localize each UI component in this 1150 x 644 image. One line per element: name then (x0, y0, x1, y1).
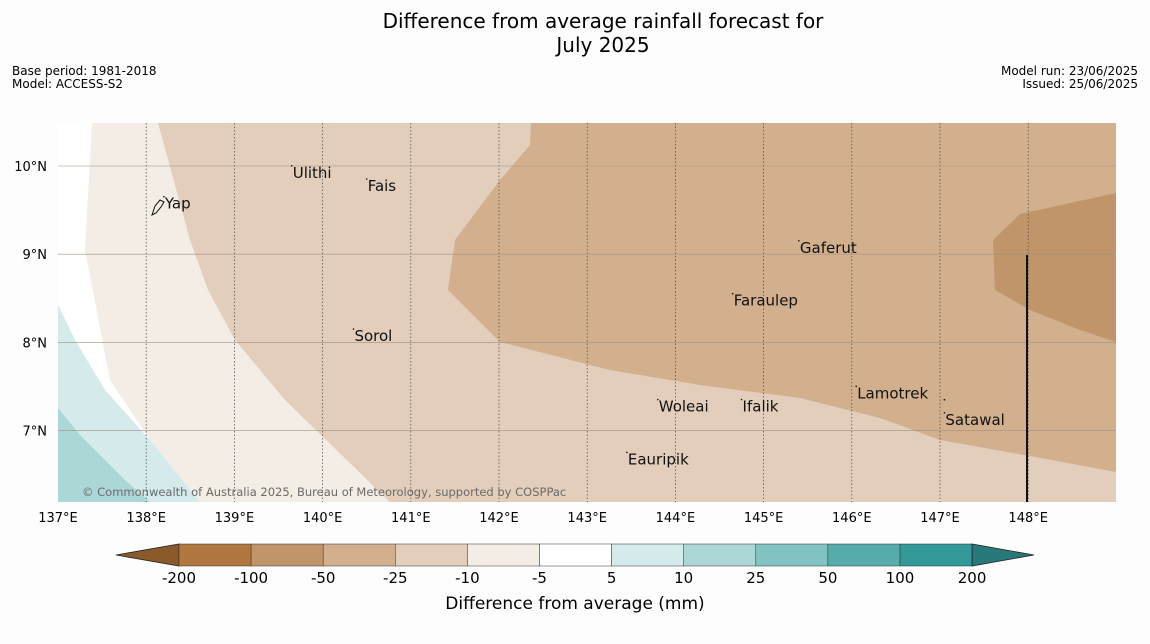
lon-tick-label: 137°E (38, 511, 78, 526)
base-period: Base period: 1981-2018 (12, 64, 157, 78)
graticule (58, 123, 1116, 502)
place-name: Sorol (354, 327, 392, 345)
colorbar-tick-label: 25 (746, 569, 765, 587)
place-name: Ifalik (743, 398, 779, 416)
issued-date: Issued: 25/06/2025 (1022, 77, 1138, 91)
colorbar-segment (899, 543, 973, 567)
colorbar-tick-label: -10 (455, 569, 480, 587)
title-line-1: Difference from average rainfall forecas… (382, 9, 824, 33)
place-marker (626, 451, 628, 454)
lat-tick-label: 10°N (14, 160, 47, 175)
place-sorol: Sorol (352, 327, 392, 345)
colorbar-tick-label: -5 (532, 569, 547, 587)
lon-tick-label: 142°E (479, 511, 519, 526)
map-title: Difference from average rainfall forecas… (0, 9, 1150, 57)
place-marker (740, 398, 743, 401)
place-name: Gaferut (800, 239, 857, 257)
colorbar-tick-label: -25 (383, 569, 408, 587)
place-lamotrek: Lamotrek (855, 384, 928, 402)
lon-tick-label: 147°E (920, 511, 960, 526)
colorbar-segment (755, 543, 829, 567)
place-satawal: Satawal (943, 411, 1005, 429)
colorbar-tick-label: 200 (958, 569, 987, 587)
colorbar-tick-label: 5 (607, 569, 617, 587)
place-marker (365, 178, 368, 180)
lon-tick-label: 140°E (303, 511, 343, 526)
place-labels: Yap Ulithi Fais Gaferut Faraulep Sorol Lamotre… (163, 164, 1005, 468)
place-name: Fais (368, 177, 397, 195)
copyright-notice: © Commonwealth of Australia 2025, Bureau… (82, 485, 566, 499)
place-name: Yap (164, 195, 191, 213)
lat-tick-label: 9°N (23, 248, 48, 263)
lon-tick-label: 143°E (567, 511, 607, 526)
lon-tick-label: 138°E (126, 511, 166, 526)
region-very-dry (993, 193, 1116, 342)
colorbar-tick-label: 10 (674, 569, 693, 587)
colorbar-segment (250, 543, 324, 567)
lon-tick-label: 148°E (1008, 511, 1048, 526)
place-ifalik: Ifalik (740, 398, 779, 416)
lon-tick-label: 145°E (744, 511, 784, 526)
place-marker (352, 328, 355, 330)
colorbar-tick-label: -100 (234, 569, 268, 587)
place-eauripik: Eauripik (626, 450, 689, 468)
title-line-2: July 2025 (556, 33, 650, 57)
axis-tick-labels: 137°E 138°E 139°E 140°E 141°E 142°E 143°E 144°E… (14, 160, 1048, 526)
meta-left: Base period: 1981-2018 Model: ACCESS-S2 (12, 65, 157, 91)
place-name: Satawal (945, 411, 1004, 429)
place-name: Ulithi (293, 164, 332, 182)
place-marker (290, 165, 293, 167)
region-dry (448, 123, 1116, 472)
place-marker (163, 195, 165, 198)
place-marker (943, 411, 946, 414)
colorbar-tick-label: -200 (162, 569, 196, 587)
place-woleai: Woleai (656, 398, 709, 416)
yap-island-shape (151, 199, 165, 216)
model-name: Model: ACCESS-S2 (12, 77, 124, 91)
island-dot (943, 398, 946, 401)
colorbar-segment (395, 543, 468, 567)
colorbar-tick-label: 100 (886, 569, 915, 587)
colorbar-segment (827, 543, 901, 567)
colorbar-segment (467, 543, 540, 567)
place-yap: Yap (163, 195, 191, 213)
colorbar-tick-label: 50 (818, 569, 837, 587)
place-name: Faraulep (734, 292, 798, 310)
lon-tick-label: 144°E (656, 511, 696, 526)
region-wet (58, 408, 150, 502)
place-marker (731, 292, 734, 295)
lat-tick-label: 8°N (23, 336, 48, 351)
colorbar-tick-label: -50 (311, 569, 336, 587)
place-marker (798, 239, 800, 242)
lon-tick-label: 139°E (215, 511, 255, 526)
colorbar-extend-low (115, 543, 180, 567)
colorbar-label: Difference from average (mm) (445, 594, 705, 614)
colorbar: -200 -100 -50 -25 -10 -5 5 10 25 50 100 200 (115, 543, 1035, 587)
lat-tick-label: 7°N (23, 425, 48, 440)
colorbar-segment (611, 543, 684, 567)
colorbar-segment (178, 543, 252, 567)
place-name: Woleai (659, 398, 709, 416)
lon-tick-label: 146°E (832, 511, 872, 526)
meta-right: Model run: 23/06/2025 Issued: 25/06/2025 (1001, 65, 1138, 91)
colorbar-segment (539, 543, 612, 567)
place-fais: Fais (365, 177, 397, 195)
place-ulithi: Ulithi (290, 164, 332, 182)
place-marker (855, 385, 858, 388)
model-run: Model run: 23/06/2025 (1000, 64, 1138, 78)
lon-tick-label: 141°E (391, 511, 431, 526)
colorbar-extend-high (971, 543, 1035, 567)
place-name: Lamotrek (857, 384, 928, 402)
place-faraulep: Faraulep (731, 292, 798, 310)
place-marker (656, 398, 659, 401)
place-name: Eauripik (628, 450, 689, 468)
colorbar-segment (683, 543, 757, 567)
colorbar-segment (322, 543, 396, 567)
place-gaferut: Gaferut (798, 239, 857, 257)
